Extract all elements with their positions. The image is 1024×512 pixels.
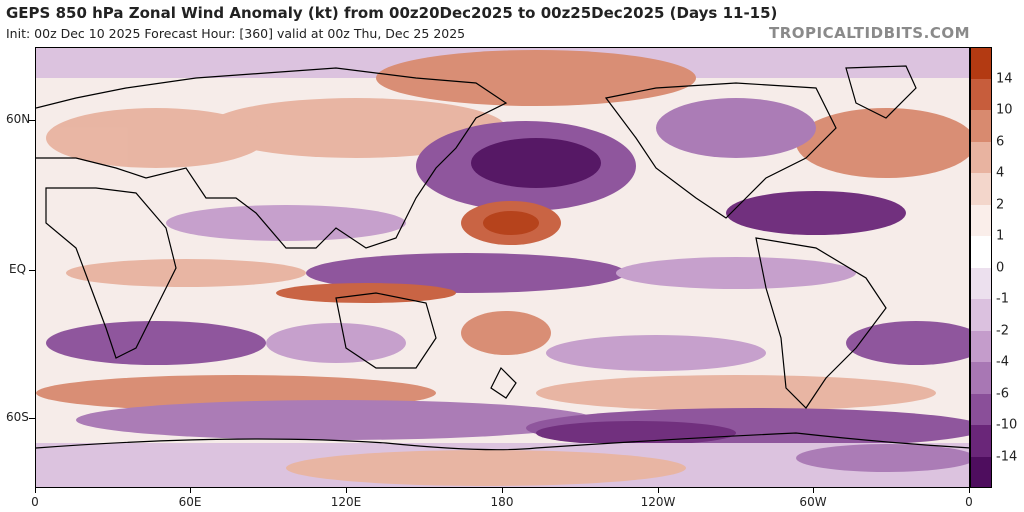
colorbar-label: 2 bbox=[996, 197, 1005, 212]
colorbar-label: -4 bbox=[996, 354, 1009, 370]
colorbar-swatch bbox=[970, 330, 992, 362]
colorbar-swatch bbox=[970, 78, 992, 110]
colorbar-swatch bbox=[970, 456, 992, 488]
colorbar-swatch bbox=[970, 425, 992, 457]
colorbar-label: -10 bbox=[996, 417, 1018, 433]
anomaly-map bbox=[35, 47, 970, 488]
colorbar-swatch bbox=[970, 393, 992, 425]
colorbar-swatch bbox=[970, 362, 992, 394]
colorbar-label: 0 bbox=[996, 260, 1005, 275]
colorbar-swatch bbox=[970, 141, 992, 173]
coastlines bbox=[36, 65, 969, 451]
colorbar bbox=[970, 47, 992, 488]
x-label-0: 0 bbox=[31, 495, 39, 509]
x-label-60e: 60E bbox=[178, 495, 202, 509]
colorbar-label: -2 bbox=[996, 323, 1009, 338]
colorbar-swatch bbox=[970, 267, 992, 299]
colorbar-swatch bbox=[970, 236, 992, 268]
colorbar-label: 1 bbox=[996, 228, 1005, 244]
colorbar-swatch bbox=[970, 110, 992, 142]
colorbar-label: -1 bbox=[996, 291, 1009, 307]
x-label-60w: 60W bbox=[799, 495, 827, 509]
colorbar-label: 6 bbox=[996, 134, 1005, 149]
y-label-eq: EQ bbox=[9, 262, 27, 276]
x-tick bbox=[969, 488, 970, 493]
chart-title: GEPS 850 hPa Zonal Wind Anomaly (kt) fro… bbox=[6, 4, 778, 22]
x-label-120w: 120W bbox=[640, 495, 676, 509]
y-tick bbox=[29, 418, 35, 419]
y-tick bbox=[29, 270, 35, 271]
y-tick bbox=[29, 120, 35, 121]
colorbar-label: 10 bbox=[996, 102, 1013, 118]
x-tick bbox=[346, 488, 347, 493]
x-tick bbox=[190, 488, 191, 493]
colorbar-swatch bbox=[970, 299, 992, 331]
x-label-120e: 120E bbox=[330, 495, 362, 509]
colorbar-label: -14 bbox=[996, 449, 1018, 464]
x-tick bbox=[658, 488, 659, 493]
init-info: Init: 00z Dec 10 2025 Forecast Hour: [36… bbox=[6, 26, 466, 41]
colorbar-swatch bbox=[970, 204, 992, 236]
y-label-60s: 60S bbox=[6, 410, 29, 424]
x-label-180: 180 bbox=[490, 495, 514, 509]
x-label-0-end: 0 bbox=[965, 495, 973, 509]
x-tick bbox=[502, 488, 503, 493]
colorbar-label: -6 bbox=[996, 386, 1009, 401]
colorbar-label: 4 bbox=[996, 165, 1005, 181]
map-canvas bbox=[36, 48, 969, 487]
colorbar-swatch bbox=[970, 47, 992, 79]
site-watermark: TROPICALTIDBITS.COM bbox=[769, 24, 970, 42]
anomaly-shading bbox=[36, 48, 969, 487]
x-tick bbox=[813, 488, 814, 493]
x-tick bbox=[35, 488, 36, 493]
y-label-60n: 60N bbox=[6, 112, 31, 126]
colorbar-swatch bbox=[970, 173, 992, 205]
colorbar-label: 14 bbox=[996, 71, 1013, 86]
